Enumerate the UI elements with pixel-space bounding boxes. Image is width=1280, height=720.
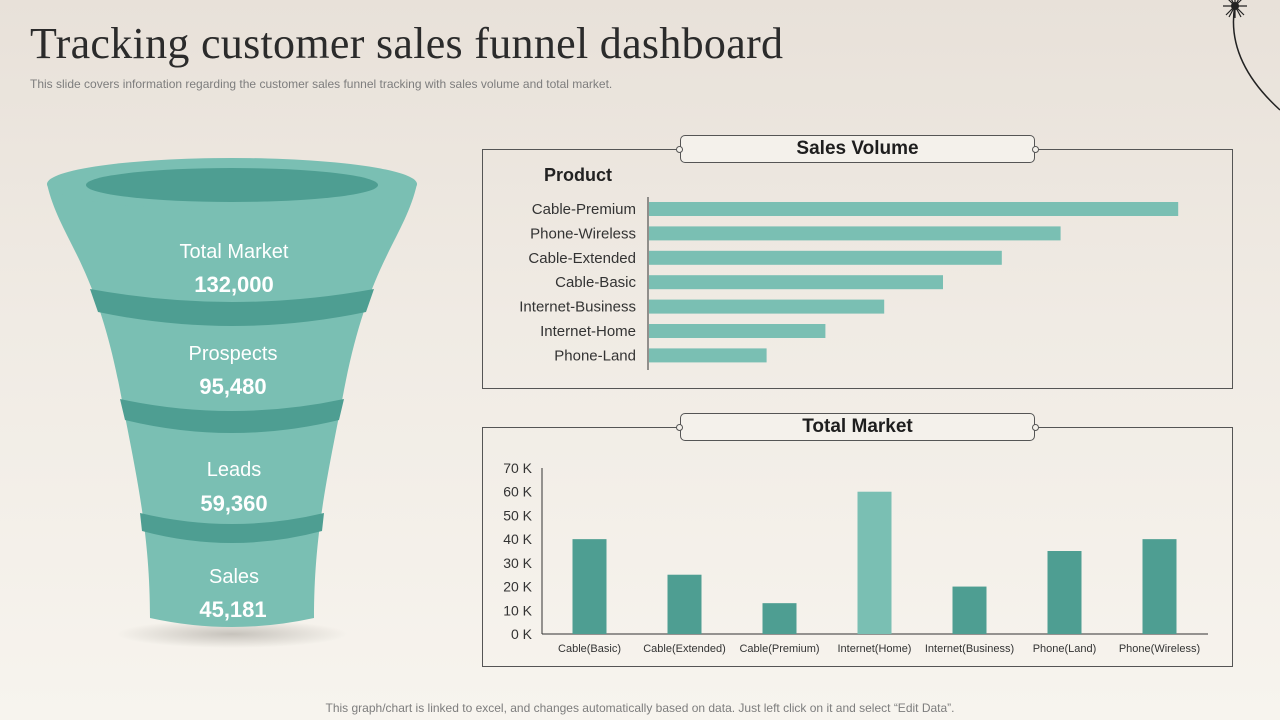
funnel-band-3	[140, 513, 324, 543]
total-market-chart: 0 K 10 K 20 K 30 K 40 K 50 K 60 K 70 K Cable(Bas…	[503, 460, 1208, 655]
sales-volume-category-label: Phone-Land	[554, 347, 636, 364]
sales-volume-category-label: Cable-Basic	[555, 274, 636, 291]
sales-volume-bar	[649, 324, 826, 338]
funnel-stage-label: Leads	[207, 459, 262, 481]
funnel-stage-value: 45,181	[199, 597, 266, 622]
funnel-stage-value: 59,360	[200, 491, 267, 516]
funnel-band-2	[120, 399, 344, 433]
total-market-bar	[762, 603, 797, 634]
total-market-category-label: Internet(Business)	[925, 643, 1014, 655]
total-market-category-label: Internet(Home)	[838, 643, 912, 655]
funnel-stage-label: Sales	[209, 566, 259, 588]
total-market-bar	[952, 586, 987, 634]
sales-volume-header: Sales Volume	[676, 135, 1039, 163]
sales-volume-category-label: Cable-Premium	[532, 201, 636, 218]
funnel-stage-value: 95,480	[199, 374, 266, 399]
total-market-category-label: Phone(Wireless)	[1119, 643, 1200, 655]
total-market-y-tick: 50 K	[503, 507, 532, 523]
funnel-body	[47, 184, 417, 627]
funnel-band-1	[90, 289, 374, 326]
total-market-category-label: Cable(Premium)	[739, 643, 819, 655]
sales-volume-bar	[649, 202, 1179, 216]
page-title: Tracking customer sales funnel dashboard	[30, 19, 784, 68]
total-market-panel: 0 K 10 K 20 K 30 K 40 K 50 K 60 K 70 K Cable(Bas…	[482, 427, 1233, 667]
sales-volume-panel: Product Cable-Premium Phone-Wireless Cable…	[482, 149, 1233, 389]
sales-volume-chart: Product Cable-Premium Phone-Wireless Cable…	[519, 165, 1179, 370]
funnel-shadow	[117, 620, 347, 648]
total-market-category-label: Cable(Extended)	[643, 643, 726, 655]
sales-volume-bar	[649, 250, 1002, 265]
footer-note: This graph/chart is linked to excel, and…	[325, 701, 955, 715]
total-market-bar	[667, 574, 702, 634]
total-market-header: Total Market	[676, 413, 1039, 441]
total-market-y-tick: 70 K	[503, 460, 532, 476]
funnel-stage-value: 132,000	[194, 272, 274, 297]
decorative-ornament-icon	[1223, 0, 1280, 111]
total-market-y-tick: 30 K	[503, 555, 532, 571]
total-market-bar	[857, 491, 892, 634]
total-market-bar	[1142, 539, 1177, 634]
funnel-stage-label: Total Market	[180, 241, 289, 263]
total-market-y-tick: 0 K	[511, 626, 533, 642]
total-market-y-tick: 20 K	[503, 579, 532, 595]
sales-volume-category-label: Phone-Wireless	[530, 225, 636, 242]
total-market-y-tick: 40 K	[503, 531, 532, 547]
total-market-category-label: Cable(Basic)	[558, 643, 621, 655]
total-market-bar	[1047, 551, 1082, 634]
total-market-bar	[572, 539, 607, 634]
funnel-stage-label: Prospects	[189, 343, 278, 365]
sales-funnel: Total Market 132,000 Prospects 95,480 Le…	[47, 158, 417, 648]
sales-volume-bar	[649, 348, 767, 363]
page-subtitle: This slide covers information regarding …	[30, 77, 613, 91]
sales-volume-category-label: Cable-Extended	[528, 250, 636, 267]
sales-volume-bar	[649, 226, 1061, 241]
sales-volume-axis-title: Product	[544, 165, 612, 185]
sales-volume-bar	[649, 299, 885, 314]
sales-volume-category-label: Internet-Home	[540, 323, 636, 340]
funnel-opening	[86, 168, 378, 202]
sales-volume-bar	[649, 275, 943, 290]
total-market-y-tick: 60 K	[503, 484, 532, 500]
sales-volume-category-label: Internet-Business	[519, 299, 636, 316]
total-market-y-tick: 10 K	[503, 602, 532, 618]
total-market-category-label: Phone(Land)	[1033, 643, 1097, 655]
